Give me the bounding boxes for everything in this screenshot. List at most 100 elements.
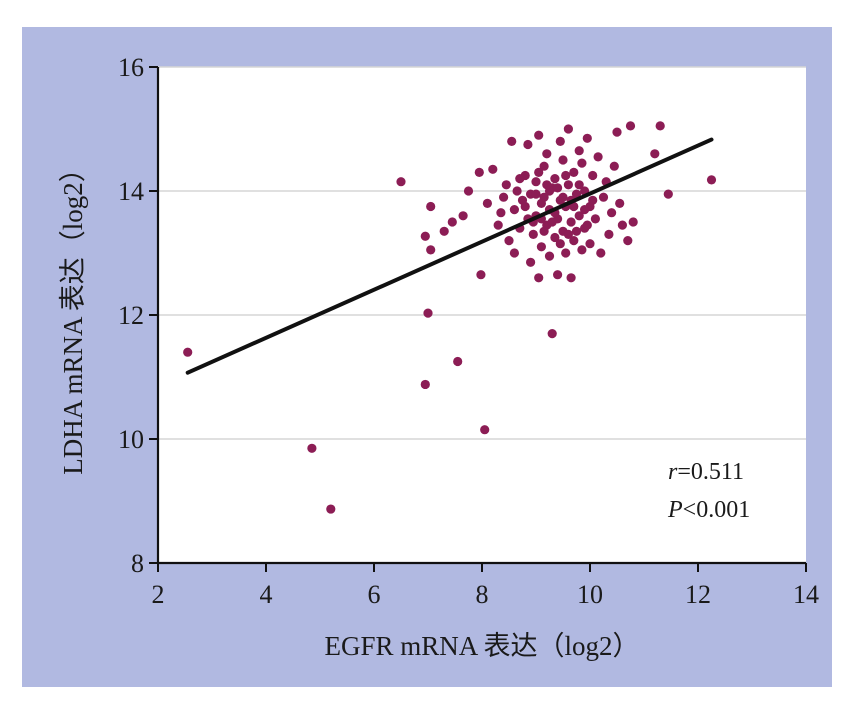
data-point xyxy=(569,167,579,177)
data-point xyxy=(590,214,601,224)
data-point xyxy=(526,257,536,267)
x-tick-label: 2 xyxy=(152,580,165,609)
x-axis-title: EGFR mRNA 表达（log2） xyxy=(324,631,639,661)
data-point xyxy=(547,329,557,339)
data-point xyxy=(501,180,511,190)
data-point xyxy=(447,217,457,227)
y-tick-label: 12 xyxy=(118,301,144,330)
x-tick-label: 8 xyxy=(476,580,489,609)
data-point xyxy=(499,192,509,202)
data-point xyxy=(574,211,584,221)
data-point xyxy=(588,195,598,205)
data-point xyxy=(612,127,622,137)
data-point xyxy=(569,201,579,212)
data-point xyxy=(512,186,522,196)
data-point xyxy=(650,149,660,159)
data-point xyxy=(474,167,484,177)
correlation-annotation: r=0.511 xyxy=(668,459,744,485)
data-point xyxy=(528,229,538,239)
y-tick-label: 10 xyxy=(118,425,144,454)
data-point xyxy=(458,211,468,221)
r-label: r xyxy=(668,459,678,485)
data-point xyxy=(423,308,433,318)
data-point xyxy=(607,208,617,218)
data-point xyxy=(480,425,490,435)
data-point xyxy=(563,180,574,190)
data-point xyxy=(463,186,474,196)
data-point xyxy=(663,189,673,199)
p-label: P xyxy=(667,497,683,523)
data-point xyxy=(420,231,430,241)
x-tick-label: 10 xyxy=(577,580,603,609)
data-point xyxy=(539,226,549,236)
data-point xyxy=(625,121,636,131)
data-point xyxy=(580,205,590,215)
y-tick-label: 16 xyxy=(118,53,144,82)
data-point xyxy=(426,201,436,212)
grid-lines xyxy=(158,66,806,440)
data-point xyxy=(582,220,592,230)
data-point xyxy=(534,167,544,177)
data-point xyxy=(555,136,565,146)
y-tick-label: 14 xyxy=(118,177,144,206)
data-point xyxy=(604,229,614,239)
data-point xyxy=(326,504,336,514)
x-tick-label: 4 xyxy=(260,580,273,609)
data-point xyxy=(536,242,547,252)
data-point xyxy=(539,192,549,202)
data-point xyxy=(553,270,563,280)
data-point xyxy=(574,180,584,190)
data-point xyxy=(488,164,498,174)
data-point xyxy=(542,180,552,190)
data-point xyxy=(569,236,579,246)
x-tick-label: 14 xyxy=(793,580,819,609)
data-point xyxy=(558,155,568,165)
data-point xyxy=(623,236,633,246)
regression-line xyxy=(185,137,714,375)
p-value: <0.001 xyxy=(683,497,751,523)
data-point xyxy=(476,270,486,280)
data-point xyxy=(520,201,530,212)
data-point xyxy=(544,251,555,261)
data-point xyxy=(534,130,544,140)
data-point xyxy=(453,356,463,367)
data-point xyxy=(550,174,560,184)
data-point xyxy=(577,245,587,255)
data-point xyxy=(482,198,492,208)
data-point xyxy=(593,152,603,162)
data-point xyxy=(561,248,571,258)
data-point xyxy=(504,236,514,246)
data-point xyxy=(420,379,430,390)
data-point xyxy=(555,239,565,249)
data-point xyxy=(585,239,595,249)
data-point xyxy=(547,217,557,227)
data-point xyxy=(531,189,541,199)
data-point xyxy=(183,347,193,357)
data-points xyxy=(183,121,717,514)
y-tick-label: 8 xyxy=(131,549,144,578)
x-tick-label: 12 xyxy=(685,580,711,609)
data-point xyxy=(582,133,592,143)
data-point xyxy=(396,177,406,187)
data-point xyxy=(561,170,571,181)
p-value-annotation: P<0.001 xyxy=(667,497,750,523)
data-point xyxy=(574,146,584,156)
data-point xyxy=(426,245,436,255)
data-point xyxy=(617,220,628,230)
data-point xyxy=(588,170,598,181)
x-tick-label: 6 xyxy=(368,580,381,609)
axes xyxy=(149,66,807,572)
data-point xyxy=(550,232,560,243)
x-tick-labels: 2 4 6 8 10 12 14 xyxy=(152,580,820,609)
data-point xyxy=(598,192,609,202)
data-point xyxy=(507,136,517,146)
data-point xyxy=(493,220,503,230)
data-point xyxy=(563,124,574,134)
r-value: =0.511 xyxy=(677,459,744,485)
data-point xyxy=(531,177,541,187)
data-point xyxy=(571,189,582,199)
data-point xyxy=(534,273,544,283)
data-point xyxy=(628,217,638,227)
data-point xyxy=(558,192,568,202)
data-point xyxy=(307,443,317,453)
